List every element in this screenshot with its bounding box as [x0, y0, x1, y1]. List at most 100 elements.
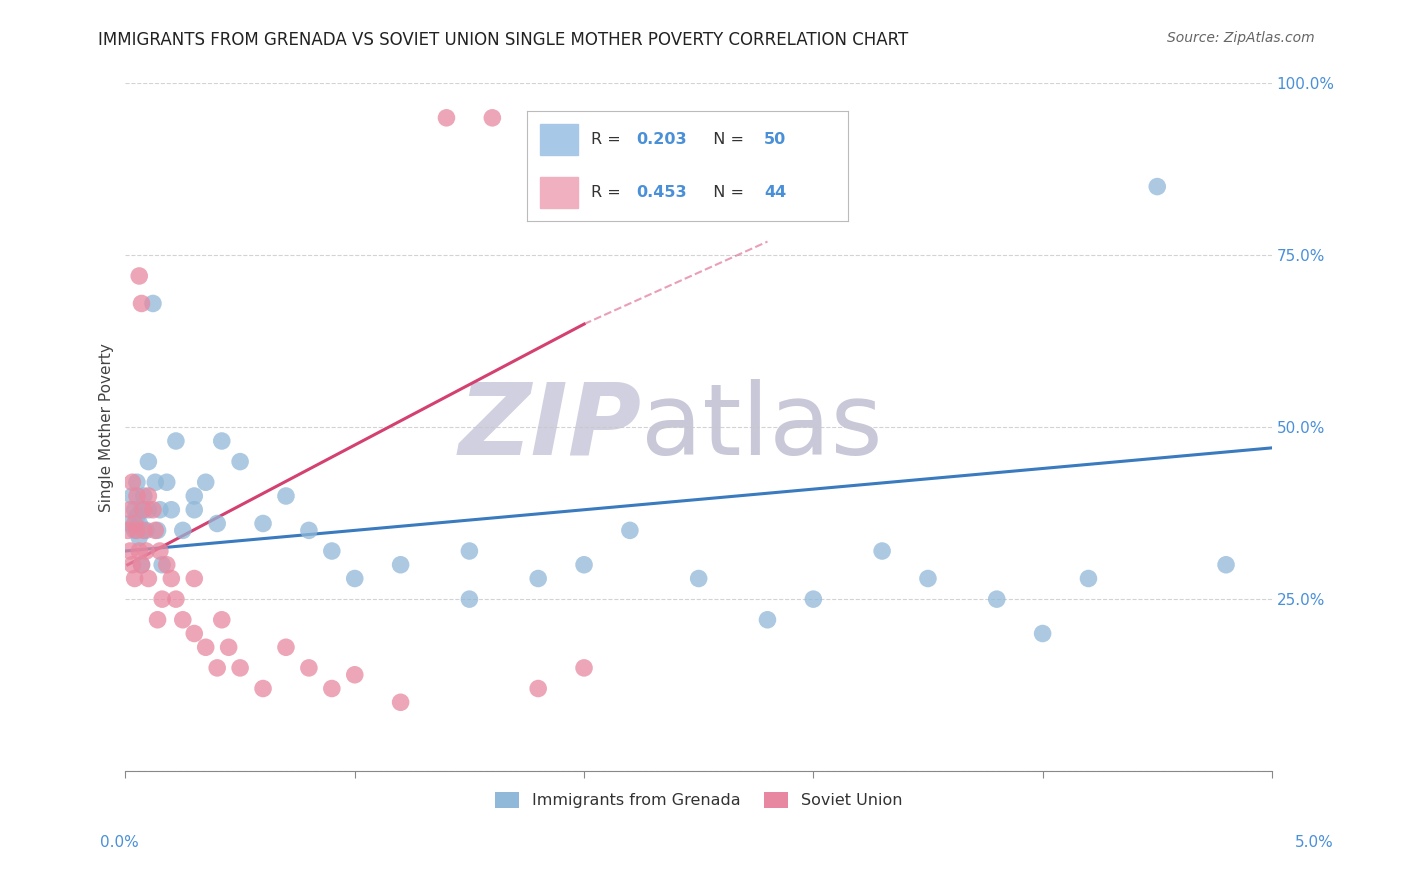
Point [572, 661, 595, 675]
Point [389, 695, 412, 709]
Point [128, 530, 150, 544]
Point [135, 524, 157, 538]
Text: Source: ZipAtlas.com: Source: ZipAtlas.com [1167, 31, 1315, 45]
Point [128, 516, 150, 531]
Point [1215, 558, 1237, 572]
Point [131, 558, 153, 572]
Point [211, 434, 233, 448]
Text: 5.0%: 5.0% [1295, 836, 1334, 850]
Text: atlas: atlas [641, 379, 883, 475]
Point [1077, 572, 1099, 586]
Point [252, 681, 274, 696]
Point [117, 524, 139, 538]
Point [125, 475, 148, 490]
Point [131, 502, 153, 516]
Point [172, 613, 194, 627]
Point [149, 544, 172, 558]
Point [124, 572, 146, 586]
Point [132, 524, 155, 538]
Point [321, 544, 343, 558]
Point [527, 681, 550, 696]
Point [343, 667, 366, 681]
Point [274, 489, 297, 503]
Point [194, 475, 217, 490]
Point [229, 661, 252, 675]
Point [131, 558, 153, 572]
Point [160, 502, 183, 516]
Point [183, 502, 205, 516]
Point [156, 475, 179, 490]
Point [121, 489, 143, 503]
Point [160, 572, 183, 586]
Point [572, 558, 595, 572]
Point [150, 592, 173, 607]
Point [527, 572, 550, 586]
Legend: Immigrants from Grenada, Soviet Union: Immigrants from Grenada, Soviet Union [488, 785, 908, 814]
Point [619, 524, 641, 538]
Point [252, 516, 274, 531]
Point [298, 524, 321, 538]
Point [135, 544, 157, 558]
Point [121, 558, 143, 572]
Point [132, 502, 155, 516]
Point [211, 613, 233, 627]
Point [138, 489, 160, 503]
Point [142, 296, 165, 310]
Point [183, 626, 205, 640]
Point [124, 516, 146, 531]
Point [143, 475, 166, 490]
Point [120, 516, 142, 531]
Point [1146, 179, 1168, 194]
Point [143, 524, 166, 538]
Point [125, 509, 148, 524]
Point [986, 592, 1008, 607]
Point [917, 572, 939, 586]
Text: ZIP: ZIP [458, 379, 641, 475]
Point [131, 296, 153, 310]
Point [128, 268, 150, 283]
Y-axis label: Single Mother Poverty: Single Mother Poverty [100, 343, 114, 512]
Point [756, 613, 779, 627]
Point [125, 524, 148, 538]
Point [218, 640, 240, 655]
Text: IMMIGRANTS FROM GRENADA VS SOVIET UNION SINGLE MOTHER POVERTY CORRELATION CHART: IMMIGRANTS FROM GRENADA VS SOVIET UNION … [98, 31, 908, 49]
Point [156, 558, 179, 572]
Point [138, 455, 160, 469]
Point [205, 516, 228, 531]
Point [125, 489, 148, 503]
Text: 0.0%: 0.0% [100, 836, 139, 850]
Point [124, 524, 146, 538]
Point [183, 572, 205, 586]
Point [343, 572, 366, 586]
Point [229, 455, 252, 469]
Point [128, 544, 150, 558]
Point [120, 544, 142, 558]
Point [870, 544, 893, 558]
Point [120, 502, 142, 516]
Point [194, 640, 217, 655]
Point [121, 475, 143, 490]
Point [124, 502, 146, 516]
Point [1032, 626, 1054, 640]
Point [150, 558, 173, 572]
Point [458, 592, 481, 607]
Point [138, 502, 160, 516]
Point [274, 640, 297, 655]
Point [321, 681, 343, 696]
Point [146, 524, 169, 538]
Point [205, 661, 228, 675]
Point [149, 502, 172, 516]
Point [688, 572, 710, 586]
Point [142, 502, 165, 516]
Point [165, 592, 187, 607]
Point [138, 572, 160, 586]
Point [146, 613, 169, 627]
Point [172, 524, 194, 538]
Point [389, 558, 412, 572]
Point [801, 592, 824, 607]
Point [165, 434, 187, 448]
Point [298, 661, 321, 675]
Point [458, 544, 481, 558]
Point [436, 111, 458, 125]
Point [132, 489, 155, 503]
